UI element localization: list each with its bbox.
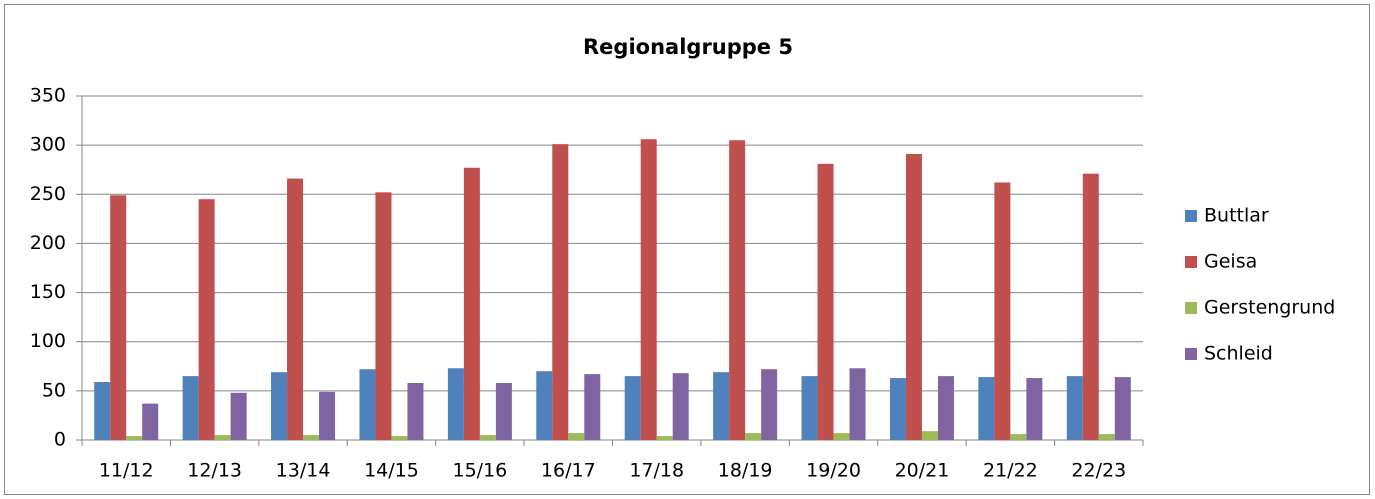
x-tick-label: 12/13 [187,460,242,482]
bar [745,433,762,440]
bar [624,376,641,440]
y-tick-label: 200 [30,232,66,254]
legend-label: Gerstengrund [1204,297,1335,319]
x-tick-label: 16/17 [541,460,596,482]
bar [729,140,746,440]
bar [142,403,159,440]
x-tick-label: 17/18 [629,460,684,482]
bar [672,373,689,440]
bar [849,368,866,440]
legend-swatch [1185,256,1197,268]
bar [94,382,111,440]
x-tick-label: 13/14 [276,460,331,482]
legend-label: Schleid [1204,343,1273,365]
bar [230,392,247,440]
bar [889,378,906,440]
bar [375,192,392,440]
bar [1098,434,1115,440]
bar [937,376,954,440]
x-tick-label: 15/16 [452,460,507,482]
bar [978,377,995,440]
legend-swatch [1185,302,1197,314]
bar [994,182,1011,440]
x-tick-label: 21/22 [983,460,1038,482]
x-tick-label: 18/19 [718,460,773,482]
x-tick-label: 20/21 [895,460,950,482]
y-tick-label: 100 [30,330,66,352]
bar [407,382,424,440]
bar [495,382,512,440]
x-tick-label: 14/15 [364,460,419,482]
legend-label: Geisa [1204,251,1257,273]
bar [479,435,496,440]
bar [713,372,730,440]
bar [198,199,215,440]
chart-title: Regionalgruppe 5 [583,35,793,59]
bar [656,436,673,440]
bar [833,433,850,440]
bar [1082,173,1099,440]
x-tick-label: 22/23 [1071,460,1126,482]
bar [584,374,601,440]
bar [568,433,585,440]
bar [640,139,657,440]
bar [536,371,553,440]
y-tick-label: 300 [30,134,66,156]
bar [391,436,408,440]
bar [287,178,304,440]
bar [552,144,569,440]
bar [761,369,778,440]
bar [303,435,320,440]
bar [126,436,143,440]
legend-label: Buttlar [1204,205,1269,227]
bar [1114,377,1131,440]
y-tick-label: 250 [30,183,66,205]
bar [271,372,288,440]
bar [359,369,376,440]
legend-swatch [1185,210,1197,222]
bar [1010,434,1027,440]
bar [801,376,818,440]
y-tick-label: 350 [30,85,66,107]
bar [182,376,199,440]
bar [1066,376,1083,440]
bar [319,391,336,440]
x-tick-label: 19/20 [806,460,861,482]
bar [110,195,127,440]
bar [905,153,922,440]
y-tick-label: 50 [42,379,66,401]
y-tick-label: 0 [54,429,66,451]
bar [921,431,938,440]
legend-swatch [1185,348,1197,360]
y-tick-label: 150 [30,281,66,303]
bar [463,167,480,440]
bar [817,163,834,440]
bar [1026,378,1043,440]
bar [214,435,231,440]
x-tick-label: 11/12 [99,460,154,482]
bar [447,368,464,440]
